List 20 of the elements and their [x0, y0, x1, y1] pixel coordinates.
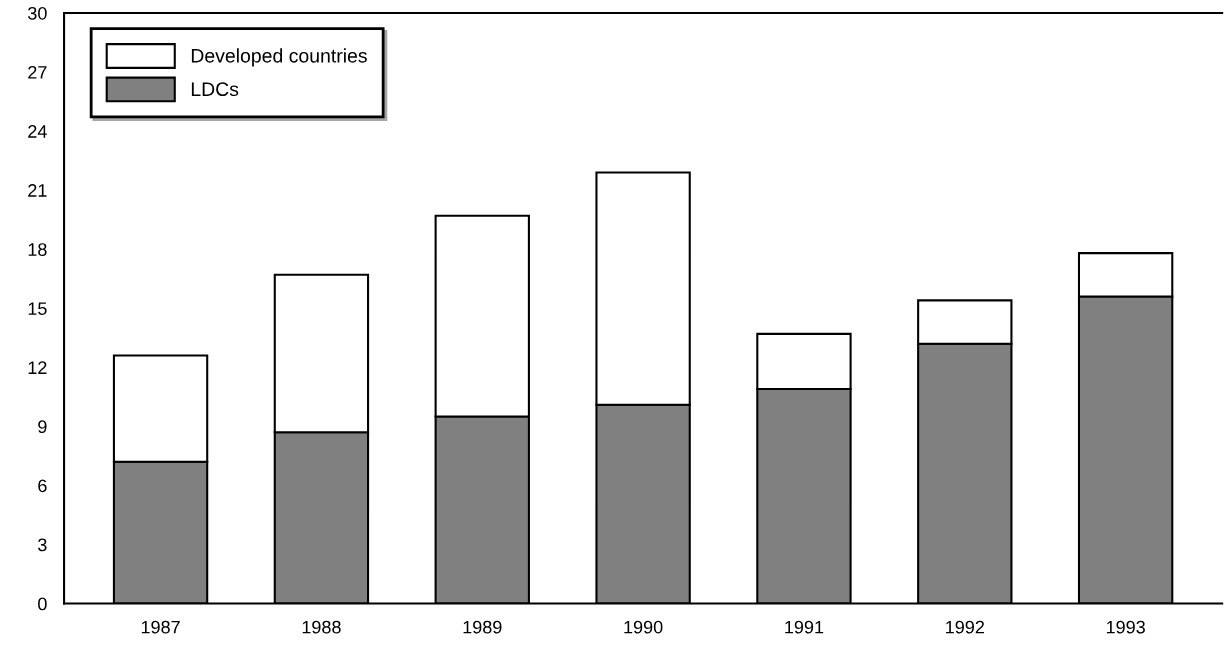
y-tick-label: 15 — [28, 302, 47, 315]
y-tick-label: 6 — [38, 479, 47, 493]
x-tick-label: 1992 — [946, 620, 984, 634]
y-tick-label: 12 — [28, 361, 47, 374]
y-tick-label: 21 — [28, 184, 47, 197]
y-tick-label: 30 — [28, 6, 47, 20]
y-tick-label: 0 — [38, 597, 47, 611]
y-tick-label: 3 — [38, 538, 47, 552]
y-tick-label: 24 — [28, 125, 47, 138]
x-tick-label: 1988 — [302, 620, 341, 634]
y-tick-label: 18 — [28, 243, 47, 256]
x-tick-label: 1991 — [785, 620, 824, 634]
legend-label: Developed countries — [191, 48, 367, 67]
y-tick-label: 27 — [28, 65, 47, 79]
legend-label: LDCs — [191, 82, 239, 97]
x-tick-label: 1989 — [463, 620, 502, 634]
y-tick-label: 9 — [38, 420, 47, 434]
x-tick-label: 1993 — [1106, 620, 1145, 634]
x-tick-label: 1990 — [624, 620, 663, 634]
x-tick-label: 1987 — [141, 620, 180, 634]
